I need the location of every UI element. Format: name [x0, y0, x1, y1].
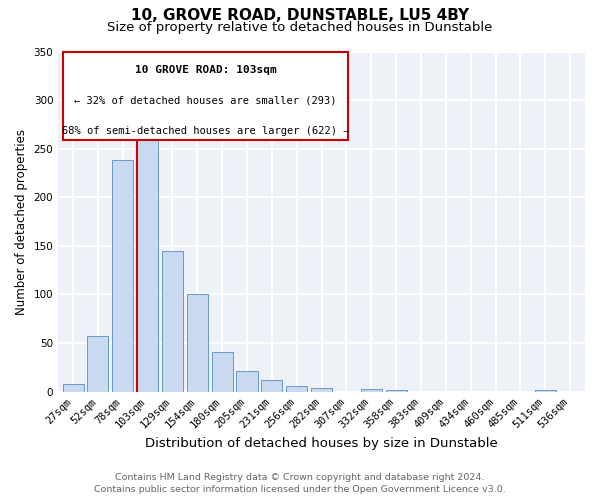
Text: Contains HM Land Registry data © Crown copyright and database right 2024.
Contai: Contains HM Land Registry data © Crown c… [94, 472, 506, 494]
Bar [236, 371, 257, 392]
Bar [137, 110, 158, 392]
Bar [361, 388, 382, 392]
Bar [187, 294, 208, 392]
Bar [386, 390, 407, 392]
Bar [162, 250, 183, 392]
Bar [62, 384, 83, 392]
Bar [311, 388, 332, 392]
Bar [262, 380, 283, 392]
Bar [212, 352, 233, 392]
Text: 68% of semi-detached houses are larger (622) →: 68% of semi-detached houses are larger (… [62, 126, 349, 136]
FancyBboxPatch shape [64, 52, 348, 140]
Bar [112, 160, 133, 392]
Bar [535, 390, 556, 392]
Text: Size of property relative to detached houses in Dunstable: Size of property relative to detached ho… [107, 21, 493, 34]
Bar [88, 336, 109, 392]
X-axis label: Distribution of detached houses by size in Dunstable: Distribution of detached houses by size … [145, 437, 498, 450]
Bar [286, 386, 307, 392]
Text: 10 GROVE ROAD: 103sqm: 10 GROVE ROAD: 103sqm [135, 65, 277, 75]
Y-axis label: Number of detached properties: Number of detached properties [15, 128, 28, 314]
Text: ← 32% of detached houses are smaller (293): ← 32% of detached houses are smaller (29… [74, 96, 337, 106]
Text: 10, GROVE ROAD, DUNSTABLE, LU5 4BY: 10, GROVE ROAD, DUNSTABLE, LU5 4BY [131, 8, 469, 22]
